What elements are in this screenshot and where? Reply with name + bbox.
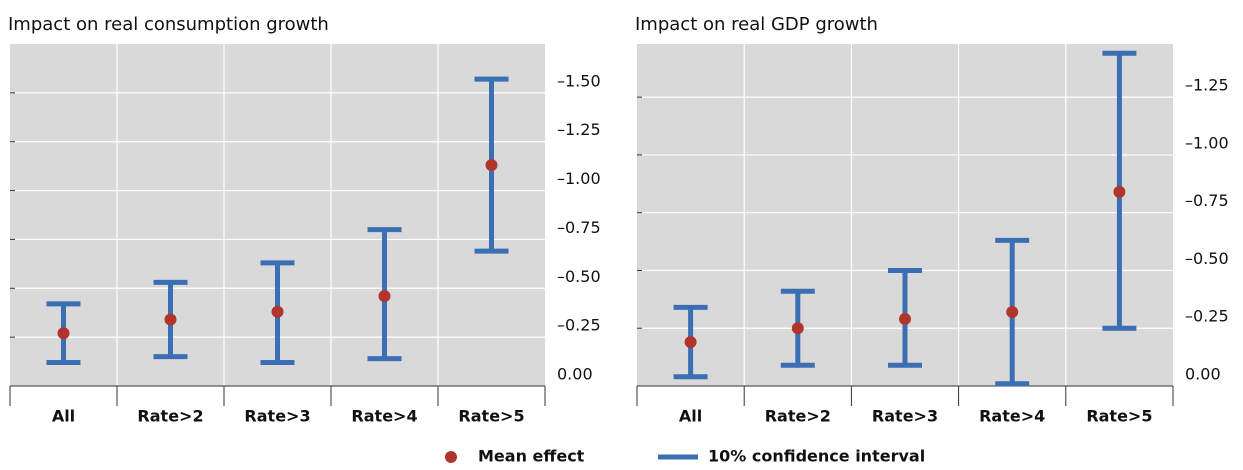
mean-point: [1006, 306, 1019, 319]
mean-point: [57, 327, 70, 340]
y-tick-label: –1.00: [1185, 133, 1229, 152]
y-tick-label: –1.50: [557, 71, 601, 90]
legend-label: 10% confidence interval: [708, 447, 925, 466]
legend-label: Mean effect: [478, 447, 585, 466]
y-tick-label: –0.75: [1185, 191, 1229, 210]
mean-point: [271, 305, 284, 318]
legend-marker: [445, 451, 457, 463]
y-tick-label: –0.25: [557, 316, 601, 335]
x-tick-label: All: [52, 407, 75, 426]
y-tick-label: –0.50: [557, 267, 601, 286]
mean-point: [378, 290, 391, 303]
x-tick-label: Rate>3: [244, 407, 310, 426]
mean-point: [899, 312, 911, 325]
x-tick-label: Rate>5: [458, 407, 524, 426]
y-tick-label: –0.50: [1185, 249, 1229, 268]
y-tick-label: –0.75: [557, 218, 601, 237]
mean-point: [485, 159, 498, 172]
y-tick-label: 0.00: [557, 365, 593, 384]
x-tick-label: Rate>5: [1086, 407, 1152, 426]
x-tick-label: Rate>4: [979, 407, 1045, 426]
x-tick-label: All: [679, 407, 702, 426]
mean-point: [1113, 185, 1126, 198]
x-tick-label: Rate>4: [351, 407, 417, 426]
x-tick-label: Rate>2: [137, 407, 203, 426]
mean-point: [164, 313, 177, 326]
x-tick-label: Rate>3: [872, 407, 938, 426]
y-tick-label: –0.25: [1185, 307, 1229, 326]
chart-title: Impact on real GDP growth: [635, 14, 878, 35]
mean-point: [684, 336, 697, 349]
y-tick-label: –1.25: [1185, 76, 1229, 95]
y-tick-label: 0.00: [1185, 365, 1221, 384]
y-tick-label: –1.00: [557, 169, 601, 188]
x-tick-label: Rate>2: [765, 407, 831, 426]
y-tick-label: –1.25: [557, 120, 601, 139]
mean-point: [791, 322, 804, 335]
chart-title: Impact on real consumption growth: [8, 14, 329, 35]
